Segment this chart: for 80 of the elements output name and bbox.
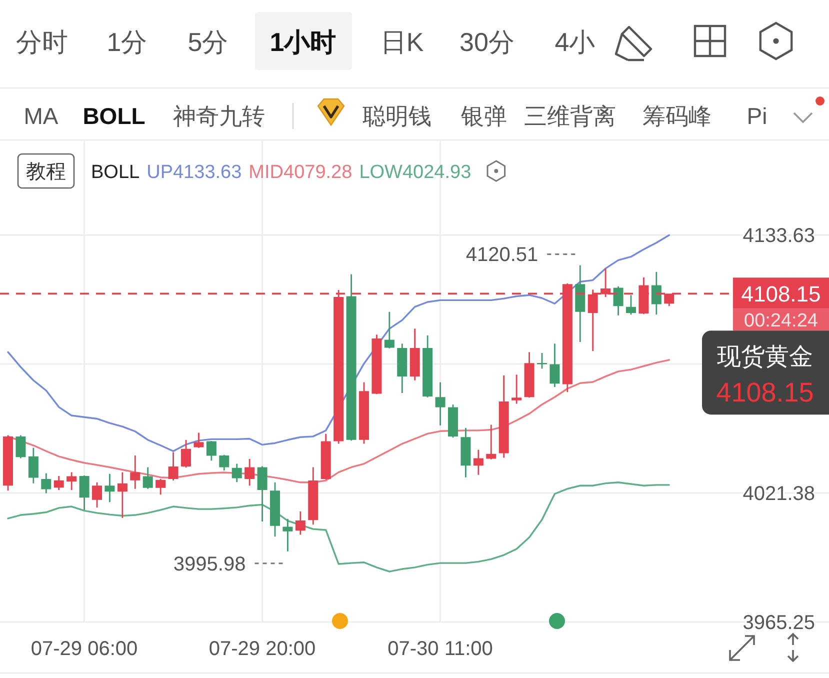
candlestick xyxy=(219,454,230,470)
candlestick xyxy=(92,482,102,508)
text: 分时 xyxy=(16,27,68,57)
y-tick-label: 4133.63 xyxy=(742,225,815,248)
x-tick-label: 07-30 11:00 xyxy=(388,638,493,660)
line-series xyxy=(7,359,670,484)
legend-title: BOLL xyxy=(91,162,140,183)
y-tick-label: 4021.38 xyxy=(742,483,815,506)
candlestick xyxy=(3,435,13,491)
annotation: 3995.98 xyxy=(173,553,246,576)
candlestick xyxy=(295,511,306,535)
candlestick xyxy=(473,450,484,475)
text: 5分 xyxy=(188,27,228,57)
candlestick xyxy=(320,434,331,480)
candlestick xyxy=(435,382,446,426)
text: 1分 xyxy=(106,27,148,57)
candlestick xyxy=(372,334,382,394)
candlestick xyxy=(54,476,64,490)
text: MA xyxy=(24,103,59,129)
candlestick xyxy=(397,344,408,394)
candlestick xyxy=(41,473,52,494)
candlestick xyxy=(66,472,77,490)
candlestick xyxy=(257,466,268,522)
candlestick xyxy=(626,295,636,315)
candlestick xyxy=(575,265,586,342)
text: 银弹 xyxy=(460,103,507,129)
candlestick xyxy=(422,335,433,398)
text: UP4133.63 xyxy=(146,162,242,183)
text: 神奇九转 xyxy=(173,103,265,129)
candlestick xyxy=(358,382,369,444)
x-tick-label: 07-29 06:00 xyxy=(30,638,138,660)
candlestick xyxy=(550,344,560,388)
candlestick xyxy=(79,476,90,510)
line-series xyxy=(7,482,670,572)
text: 00:24:24 xyxy=(744,310,818,332)
candlestick xyxy=(104,474,115,502)
candlestick xyxy=(524,352,534,398)
candlestick xyxy=(410,328,420,380)
candlestick xyxy=(346,274,356,441)
candlestick xyxy=(512,374,522,404)
candlestick xyxy=(308,467,318,525)
candlestick xyxy=(180,440,191,468)
annotation: 教程 xyxy=(26,161,66,183)
x-tick-label: 07-29 20:00 xyxy=(208,638,316,660)
candlestick xyxy=(613,286,624,316)
candlestick xyxy=(384,312,394,348)
text: LOW4024.93 xyxy=(359,162,472,183)
text: 三维背离 xyxy=(524,103,616,129)
candlestick xyxy=(498,375,509,458)
candlestick xyxy=(270,482,280,537)
line-series xyxy=(7,234,670,452)
text: 现货黄金 xyxy=(717,344,813,371)
text: Pi xyxy=(746,103,768,129)
candlestick xyxy=(117,472,128,518)
text: 1小时 xyxy=(270,27,336,57)
y-tick-label: 3965.25 xyxy=(742,612,815,634)
text: 聪明钱 xyxy=(362,103,432,129)
candlestick xyxy=(156,478,166,495)
text: 30分 xyxy=(460,27,514,57)
y-tick-label: 4108.15 xyxy=(741,282,821,307)
candlestick xyxy=(232,464,242,482)
text: 日K xyxy=(380,27,424,57)
annotation: 4120.51 xyxy=(466,244,538,266)
candlestick xyxy=(142,467,153,489)
text: 筹码峰 xyxy=(642,103,712,129)
text: BOLL xyxy=(82,103,146,129)
candlestick xyxy=(194,432,204,448)
candlestick xyxy=(486,424,496,460)
candlestick xyxy=(130,456,140,489)
candlestick xyxy=(282,518,293,552)
candlestick xyxy=(460,428,471,478)
candlestick xyxy=(168,452,178,481)
candlestick xyxy=(448,404,458,438)
candlestick xyxy=(244,458,255,486)
text: 4小 xyxy=(554,27,596,57)
candlestick xyxy=(16,435,26,458)
text: MID4079.28 xyxy=(248,162,352,183)
candlestick xyxy=(651,272,662,315)
candlestick xyxy=(206,441,216,461)
candlestick xyxy=(28,448,38,484)
